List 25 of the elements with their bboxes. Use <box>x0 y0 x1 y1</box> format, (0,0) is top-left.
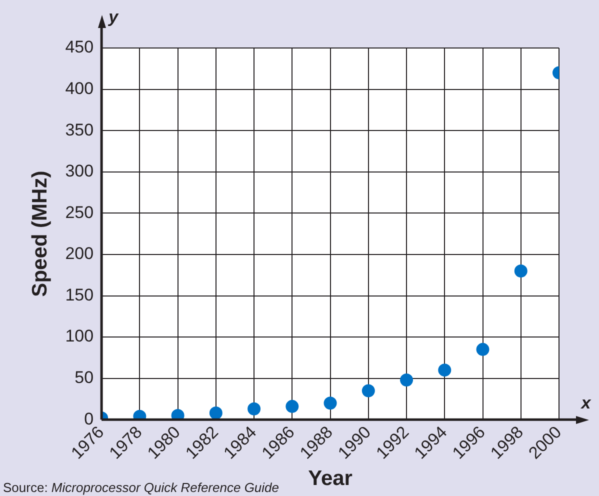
y-tick-label: 250 <box>65 202 94 222</box>
y-axis-title: Speed (MHz) <box>28 170 52 297</box>
text: x <box>580 393 592 412</box>
text: y <box>108 8 120 27</box>
point <box>476 342 490 356</box>
y-tick-label: 0 <box>84 409 94 428</box>
point <box>248 402 261 416</box>
source-note: Source: Microprocessor Quick Reference Guide <box>3 480 280 495</box>
point <box>171 409 184 420</box>
y-tick-label: 450 <box>65 38 94 57</box>
x-axis-title: Year <box>308 467 352 490</box>
y-tick-label: 350 <box>65 120 94 140</box>
point <box>400 373 414 386</box>
point <box>209 406 222 420</box>
point <box>324 396 337 410</box>
point <box>286 400 299 413</box>
point <box>362 384 375 398</box>
y-tick-label: 300 <box>65 162 94 181</box>
point <box>514 264 528 278</box>
y-tick-label: 150 <box>65 285 94 304</box>
y-tick-label: 200 <box>65 244 94 264</box>
y-tick-label: 100 <box>65 326 94 346</box>
y-tick-label: 400 <box>65 78 94 98</box>
point <box>438 364 452 377</box>
y-tick-label: 50 <box>74 368 94 388</box>
